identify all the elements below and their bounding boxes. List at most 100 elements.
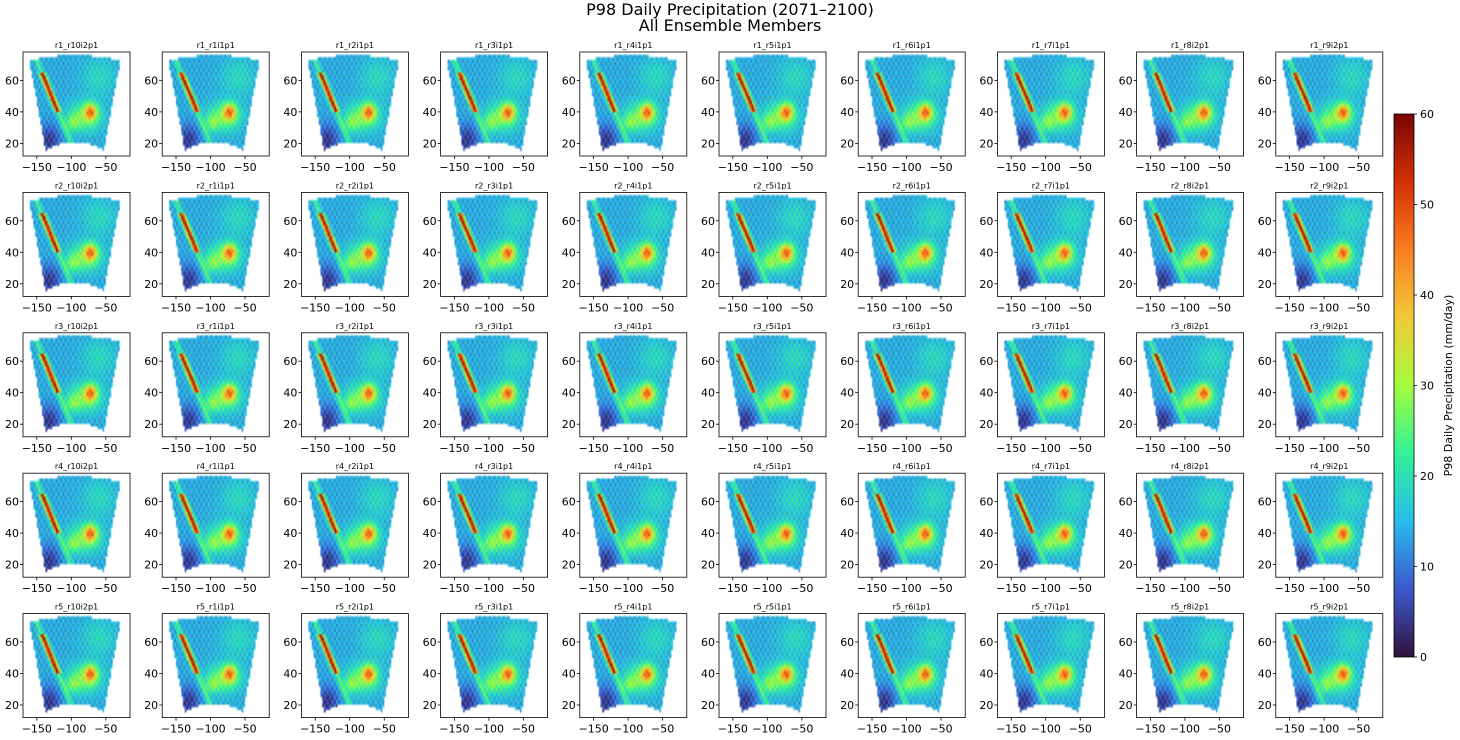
x-tick-label: −150 bbox=[439, 301, 469, 314]
panel-title: r3_r10i2p1 bbox=[55, 322, 98, 331]
x-tick-label: −100 bbox=[1170, 723, 1200, 736]
y-tick-label: 60 bbox=[1119, 496, 1133, 509]
panel-title: r5_r2i1p1 bbox=[336, 603, 374, 612]
y-tick-label: 60 bbox=[1258, 636, 1272, 649]
x-tick-label: −100 bbox=[1309, 161, 1339, 174]
x-tick-label: −150 bbox=[161, 582, 191, 595]
panel: r3_r2i1p1 −150 −100 −50 20 40 60 bbox=[283, 322, 409, 455]
y-tick-label: 20 bbox=[283, 137, 297, 150]
x-tick-label: −100 bbox=[474, 161, 504, 174]
y-tick-label: 20 bbox=[5, 418, 19, 431]
x-tick-label: −150 bbox=[996, 723, 1026, 736]
x-tick-label: −50 bbox=[929, 161, 952, 174]
x-tick-label: −50 bbox=[1347, 723, 1370, 736]
axes-frame bbox=[1275, 51, 1384, 157]
panel-title: r1_r4i1p1 bbox=[614, 41, 652, 50]
panel-title: r2_r5i1p1 bbox=[753, 181, 791, 190]
precipitation-field bbox=[301, 192, 409, 297]
panel-title: r3_r4i1p1 bbox=[614, 322, 652, 331]
x-tick-label: −50 bbox=[512, 442, 535, 455]
panel-title: r4_r1i1p1 bbox=[197, 462, 235, 471]
panel-title: r3_r3i1p1 bbox=[475, 322, 513, 331]
x-tick-label: −50 bbox=[929, 301, 952, 314]
panel: r2_r2i1p1 −150 −100 −50 20 40 60 bbox=[283, 181, 409, 314]
y-tick-label: 60 bbox=[283, 74, 297, 87]
x-tick-label: −50 bbox=[1069, 582, 1092, 595]
chart-title: P98 Daily Precipitation (2071–2100) bbox=[586, 0, 874, 19]
x-tick-label: −150 bbox=[1274, 442, 1304, 455]
panel: r5_r5i1p1 −150 −100 −50 20 40 60 bbox=[701, 603, 827, 736]
colorbar: 0 10 20 30 40 50 60 P98 Daily Precipitation (mm… bbox=[1393, 108, 1455, 664]
precipitation-field bbox=[1136, 473, 1244, 578]
x-tick-label: −100 bbox=[56, 442, 86, 455]
x-tick-label: −50 bbox=[94, 442, 117, 455]
x-tick-label: −150 bbox=[578, 442, 608, 455]
panel: r1_r9i2p1 −150 −100 −50 20 40 60 bbox=[1258, 41, 1384, 174]
y-tick-label: 20 bbox=[701, 278, 715, 291]
x-tick-label: −50 bbox=[651, 301, 674, 314]
axes-frame bbox=[997, 472, 1105, 578]
y-tick-label: 60 bbox=[283, 496, 297, 509]
y-tick-label: 60 bbox=[5, 215, 19, 228]
y-tick-label: 20 bbox=[701, 418, 715, 431]
y-tick-label: 20 bbox=[979, 278, 993, 291]
panel-title: r2_r1i1p1 bbox=[197, 181, 235, 190]
panel: r1_r7i1p1 −150 −100 −50 20 40 60 bbox=[979, 41, 1105, 174]
x-tick-label: −100 bbox=[1170, 582, 1200, 595]
panel: r5_r7i1p1 −150 −100 −50 20 40 60 bbox=[979, 603, 1105, 736]
panel: r5_r10i2p1 −150 −100 −50 20 40 60 bbox=[5, 603, 131, 736]
precipitation-field bbox=[162, 52, 270, 156]
axes-frame bbox=[718, 613, 827, 718]
y-tick-label: 20 bbox=[283, 278, 297, 291]
precipitation-field bbox=[440, 473, 548, 578]
x-tick-label: −150 bbox=[300, 723, 330, 736]
y-tick-label: 20 bbox=[144, 137, 158, 150]
x-tick-label: −150 bbox=[1274, 301, 1304, 314]
x-tick-label: −50 bbox=[1069, 442, 1092, 455]
axes-frame bbox=[857, 332, 966, 438]
x-tick-label: −100 bbox=[1031, 161, 1061, 174]
y-tick-label: 40 bbox=[1119, 106, 1133, 119]
y-tick-label: 20 bbox=[144, 559, 158, 572]
panel-title: r1_r3i1p1 bbox=[475, 41, 513, 50]
panel-title: r5_r10i2p1 bbox=[55, 603, 98, 612]
x-tick-label: −150 bbox=[439, 582, 469, 595]
y-tick-label: 40 bbox=[5, 387, 19, 400]
y-tick-label: 60 bbox=[423, 636, 437, 649]
y-tick-label: 60 bbox=[283, 355, 297, 368]
x-tick-label: −150 bbox=[1135, 582, 1165, 595]
y-tick-label: 20 bbox=[1258, 559, 1272, 572]
y-tick-label: 60 bbox=[423, 355, 437, 368]
y-tick-label: 60 bbox=[840, 636, 854, 649]
panel: r4_r8i2p1 −150 −100 −50 20 40 60 bbox=[1119, 462, 1244, 595]
panel-title: r5_r8i2p1 bbox=[1171, 603, 1209, 612]
colorbar-tick-label: 60 bbox=[1420, 108, 1434, 121]
axes-frame bbox=[300, 332, 409, 438]
precipitation-field bbox=[997, 192, 1105, 297]
axes-frame bbox=[1275, 332, 1384, 438]
x-tick-label: −100 bbox=[335, 301, 365, 314]
x-tick-label: −100 bbox=[891, 301, 921, 314]
panel: r2_r5i1p1 −150 −100 −50 20 40 60 bbox=[701, 181, 827, 314]
y-tick-label: 60 bbox=[840, 215, 854, 228]
axes-frame bbox=[1136, 472, 1244, 578]
axes-frame bbox=[997, 332, 1105, 438]
y-tick-label: 40 bbox=[5, 246, 19, 259]
precipitation-field bbox=[1136, 52, 1244, 156]
panel: r4_r7i1p1 −150 −100 −50 20 40 60 bbox=[979, 462, 1105, 595]
x-tick-label: −100 bbox=[752, 582, 782, 595]
axes-frame bbox=[1136, 51, 1244, 157]
panel: r4_r5i1p1 −150 −100 −50 20 40 60 bbox=[701, 462, 827, 595]
y-tick-label: 20 bbox=[562, 137, 576, 150]
x-tick-label: −100 bbox=[195, 582, 225, 595]
x-tick-label: −150 bbox=[857, 582, 887, 595]
precipitation-field bbox=[23, 473, 130, 578]
y-tick-label: 60 bbox=[979, 74, 993, 87]
precipitation-field bbox=[23, 613, 130, 718]
precipitation-field bbox=[1275, 473, 1383, 578]
x-tick-label: −150 bbox=[439, 723, 469, 736]
colorbar-tick-label: 40 bbox=[1420, 289, 1434, 302]
panel-title: r4_r8i2p1 bbox=[1171, 462, 1209, 471]
x-tick-label: −100 bbox=[335, 582, 365, 595]
